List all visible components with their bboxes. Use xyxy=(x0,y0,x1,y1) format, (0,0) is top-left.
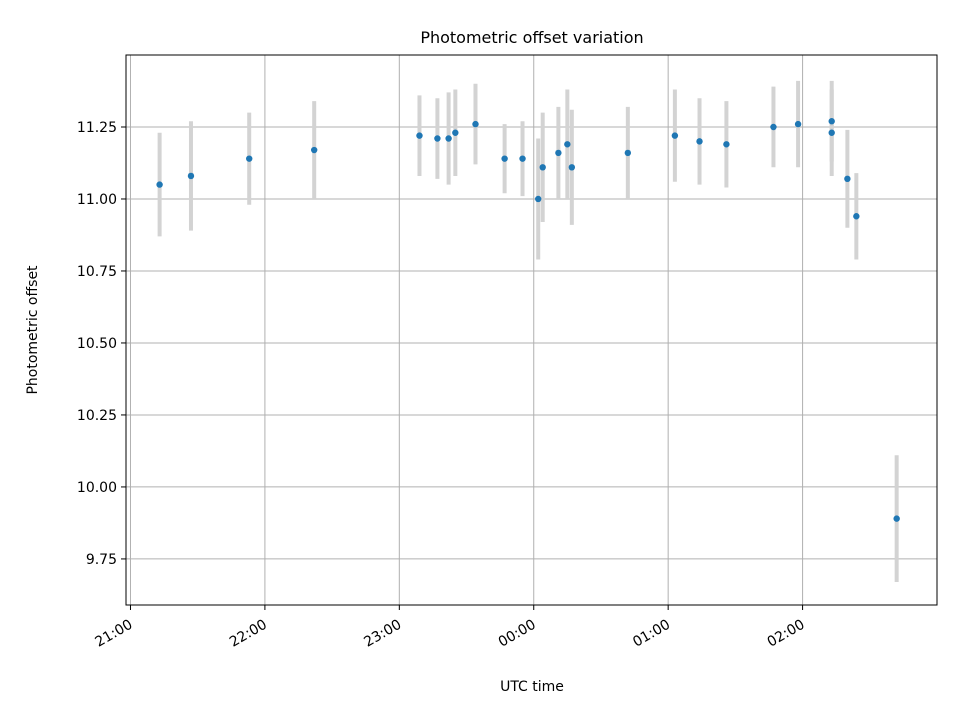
x-tick-label: 02:00 xyxy=(765,617,808,651)
data-point xyxy=(828,129,835,136)
data-point xyxy=(246,155,253,162)
data-point xyxy=(671,132,679,139)
data-point xyxy=(434,135,441,142)
data-point xyxy=(445,135,452,142)
data-point xyxy=(539,164,546,171)
data-point xyxy=(853,213,860,220)
data-point xyxy=(416,132,423,139)
y-tick-label: 9.75 xyxy=(86,552,117,568)
data-point xyxy=(723,141,730,148)
data-point xyxy=(844,175,851,183)
y-axis-ticks: 9.75 10.00 10.25 10.50 10.75 11.00 11.25 xyxy=(77,120,126,568)
grid-layer xyxy=(126,55,937,605)
data-point xyxy=(519,155,526,162)
errorbar-layer xyxy=(157,80,899,582)
data-point xyxy=(770,123,777,131)
data-point xyxy=(452,129,459,136)
x-tick-label: 21:00 xyxy=(93,617,136,651)
y-axis-label: Photometric offset xyxy=(25,265,41,395)
x-axis-label: UTC time xyxy=(500,679,564,695)
y-tick-label: 11.25 xyxy=(77,120,117,136)
chart-title: Photometric offset variation xyxy=(420,28,643,47)
data-point xyxy=(696,138,703,145)
x-tick-label: 00:00 xyxy=(496,617,539,651)
data-point xyxy=(794,120,802,128)
point-layer xyxy=(156,118,900,522)
y-tick-label: 10.00 xyxy=(77,480,117,496)
y-tick-label: 10.50 xyxy=(77,336,117,352)
plot-frame xyxy=(125,54,938,606)
data-point xyxy=(828,118,835,125)
x-tick-label: 01:00 xyxy=(630,617,673,651)
data-point xyxy=(472,120,479,128)
data-point xyxy=(310,146,318,154)
y-tick-label: 10.75 xyxy=(77,264,117,280)
data-point xyxy=(187,172,195,180)
data-point xyxy=(501,155,508,162)
y-tick-label: 10.25 xyxy=(77,408,117,424)
data-point xyxy=(893,515,900,522)
data-point xyxy=(156,181,163,188)
x-tick-label: 22:00 xyxy=(227,617,270,651)
data-point xyxy=(624,149,632,157)
y-tick-label: 11.00 xyxy=(77,192,117,208)
data-point xyxy=(555,149,562,157)
x-tick-label: 23:00 xyxy=(361,617,404,651)
data-point xyxy=(568,164,576,171)
x-axis-ticks: 21:00 22:00 23:00 00:00 01:00 02:00 xyxy=(93,605,808,651)
data-point xyxy=(535,195,542,203)
data-point xyxy=(564,141,571,148)
